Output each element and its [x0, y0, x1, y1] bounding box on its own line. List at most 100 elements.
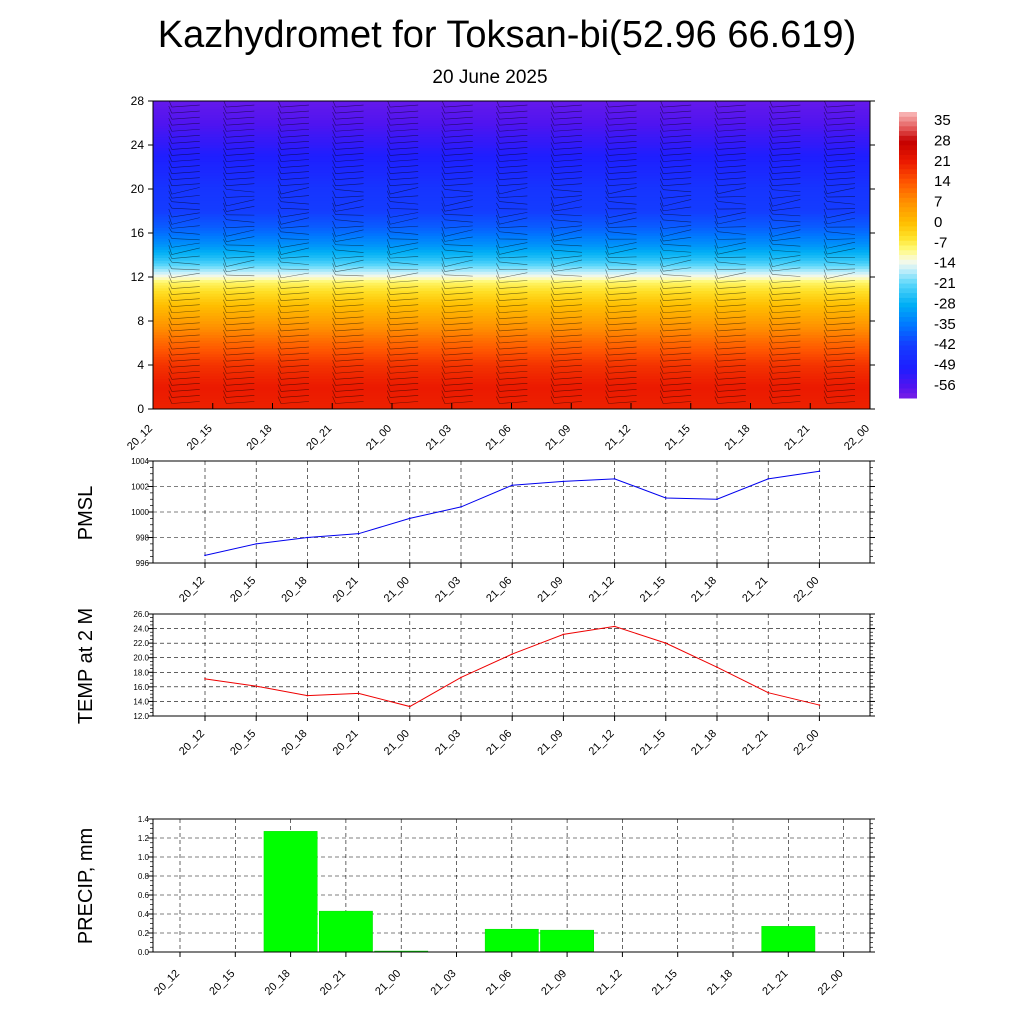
wind-barb-flag [223, 172, 227, 180]
wind-barb [171, 238, 200, 241]
wind-barb-flag [386, 136, 391, 144]
wind-barb [663, 267, 692, 272]
wind-barb-flag [332, 366, 336, 374]
wind-barb-flag [605, 136, 609, 144]
wind-barb-flag [769, 190, 773, 199]
wind-barb-flag [769, 257, 773, 267]
wind-barb [553, 159, 582, 162]
wind-barb-flag [223, 341, 227, 350]
heatmap-cell [153, 317, 870, 322]
wind-barb-flag [714, 105, 719, 114]
wind-barb-flag [332, 214, 336, 220]
wind-barb-flag [496, 172, 500, 180]
wind-barb [390, 340, 419, 344]
wind-barb-flag [496, 196, 500, 202]
wind-barb-flag [386, 148, 391, 156]
wind-barb [663, 183, 692, 186]
wind-barb-flag [441, 196, 446, 207]
wind-barb-flag [277, 208, 282, 218]
wind-barb-flag [386, 347, 391, 356]
colorbar-swatch [899, 359, 917, 366]
wind-barb [772, 189, 801, 193]
wind-barb-flag [550, 160, 555, 168]
wind-barb-flag [659, 251, 664, 260]
heatmap-cell [153, 114, 870, 118]
wind-barb-flag [550, 172, 555, 180]
wind-barb [171, 346, 200, 350]
colorbar-swatch [899, 383, 917, 389]
wind-barb-flag [605, 251, 609, 258]
wind-barb [553, 401, 582, 404]
wind-barb-flag [823, 136, 828, 144]
wind-barb-flag [223, 251, 227, 259]
wind-barb [226, 177, 255, 180]
wind-barb [553, 199, 583, 207]
wind-barb [499, 280, 528, 283]
wind-barb-flag [168, 299, 173, 307]
wind-barb [826, 334, 856, 338]
wind-barb [553, 213, 582, 216]
heatmap-cell [153, 249, 870, 253]
x-tick-label: 20_12 [125, 423, 155, 453]
wind-barb [444, 165, 473, 168]
wind-barb [663, 370, 692, 374]
wind-barb-flag [332, 166, 336, 174]
heatmap-cell [153, 356, 870, 360]
wind-barb-flag [823, 299, 828, 307]
heatmap-cell [153, 386, 870, 391]
wind-barb-flag [769, 245, 773, 251]
wind-barb [390, 364, 419, 368]
wind-barb [390, 280, 419, 283]
wind-barb [335, 364, 364, 368]
wind-barb [226, 259, 255, 267]
heatmap-field [153, 101, 870, 409]
wind-barb-flag [168, 196, 173, 202]
wind-barb-flag [168, 287, 173, 295]
wind-barb [717, 268, 746, 271]
wind-barb [280, 370, 309, 374]
heatmap-cell [153, 262, 870, 267]
wind-barb-flag [441, 329, 446, 338]
wind-barb [280, 268, 309, 271]
wind-barb [553, 206, 583, 212]
wind-barb-flag [659, 196, 664, 207]
wind-barb-flag [605, 354, 609, 362]
wind-barb-flag [714, 299, 719, 307]
wind-barb [335, 122, 364, 126]
y-axis-label: PRECIP, mm [75, 828, 97, 944]
data-point [255, 685, 257, 687]
wind-barb-flag [441, 160, 446, 168]
wind-barb-flag [223, 347, 227, 356]
wind-barb [608, 370, 637, 374]
y-tick-label: 14.0 [133, 697, 149, 706]
wind-barb [663, 358, 692, 362]
wind-barb-flag [386, 360, 391, 368]
wind-barb [444, 183, 473, 186]
wind-barb-flag [605, 257, 609, 263]
heatmap-cell [153, 147, 870, 151]
wind-barb-flag [659, 148, 664, 156]
heatmap-cell [153, 232, 870, 237]
wind-barb-flag [496, 148, 500, 156]
wind-barb-flag [277, 372, 282, 380]
colorbar-swatch [899, 221, 917, 227]
wind-barb [280, 242, 310, 248]
colorbar-swatch [899, 274, 917, 280]
wind-barb [717, 226, 746, 228]
wind-barb [772, 292, 801, 295]
wind-barb-flag [823, 220, 828, 228]
wind-barb-flag [823, 354, 828, 362]
wind-barb [390, 171, 419, 174]
heatmap-cell [153, 353, 870, 358]
heatmap-cell [153, 218, 870, 223]
wind-barb [171, 104, 200, 108]
wind-barb-flag [168, 178, 173, 186]
wind-barb [499, 272, 528, 279]
wind-barb-flag [823, 202, 828, 210]
wind-barb [663, 255, 692, 260]
wind-barb [499, 116, 528, 120]
wind-barb-flag [223, 378, 227, 386]
colorbar-swatch [899, 131, 917, 137]
wind-barb [444, 171, 473, 174]
